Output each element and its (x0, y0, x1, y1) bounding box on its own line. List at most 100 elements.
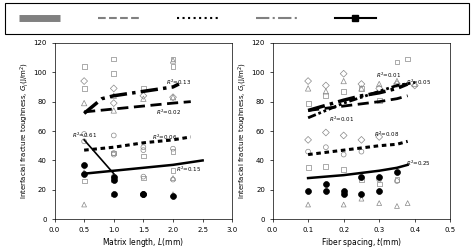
Point (411, 82, 419, 86)
Point (357, 82, 365, 86)
Point (393, 204, 401, 208)
Point (357, 138, 365, 142)
Point (375, 86, 383, 90)
Point (357, 178, 365, 182)
Point (110, 86, 118, 90)
Point (322, 83, 329, 87)
Point (139, 97, 147, 101)
Point (322, 182, 329, 186)
Point (110, 192, 118, 196)
Point (322, 145, 329, 149)
Text: $R^2$=0.15: $R^2$=0.15 (176, 165, 201, 174)
Point (340, 79, 347, 83)
Point (357, 175, 365, 179)
Point (357, 192, 365, 196)
Point (110, 151, 118, 155)
Point (139, 145, 147, 149)
Point (169, 95, 177, 99)
X-axis label: Fiber spacing, $t$(mm): Fiber spacing, $t$(mm) (321, 236, 402, 249)
Point (110, 57, 118, 61)
Point (169, 64, 177, 68)
Point (80, 163, 88, 167)
Point (375, 182, 383, 186)
Point (304, 79, 312, 83)
Point (404, 201, 411, 205)
Y-axis label: Interfacial fracture toughness, $G_i$(J/m$^2$): Interfacial fracture toughness, $G_i$(J/… (237, 62, 249, 200)
Point (110, 72, 118, 76)
Point (304, 150, 312, 154)
Point (404, 57, 411, 61)
Point (375, 189, 383, 193)
Point (110, 108, 118, 112)
Point (110, 151, 118, 155)
Point (110, 152, 118, 156)
Point (80, 86, 88, 90)
Point (340, 203, 347, 207)
Point (393, 170, 401, 174)
Point (304, 166, 312, 170)
Point (340, 89, 347, 93)
Point (340, 189, 347, 193)
Point (139, 176, 147, 180)
Point (375, 201, 383, 205)
Point (322, 189, 329, 193)
Point (375, 135, 383, 139)
Point (357, 150, 365, 154)
Point (110, 178, 118, 182)
Point (304, 138, 312, 142)
Point (110, 101, 118, 105)
Point (110, 178, 118, 182)
Text: $R^2$=0.25: $R^2$=0.25 (406, 159, 431, 168)
Point (80, 64, 88, 68)
Point (110, 175, 118, 179)
Point (139, 148, 147, 152)
Point (169, 95, 177, 99)
Point (169, 150, 177, 154)
Point (322, 164, 329, 168)
Point (139, 175, 147, 179)
Point (340, 134, 347, 138)
Point (169, 176, 177, 180)
Point (411, 83, 419, 87)
Point (80, 179, 88, 183)
Point (304, 189, 312, 193)
Point (80, 172, 88, 176)
Point (169, 147, 177, 151)
Point (80, 132, 88, 136)
Point (393, 179, 401, 183)
Point (393, 82, 401, 86)
Point (340, 152, 347, 156)
Point (110, 134, 118, 138)
Point (357, 86, 365, 90)
Point (393, 178, 401, 182)
Point (139, 94, 147, 98)
Point (169, 58, 177, 62)
Point (110, 192, 118, 196)
Point (80, 170, 88, 174)
Point (304, 203, 312, 207)
Point (169, 194, 177, 198)
Point (169, 192, 177, 196)
Point (139, 192, 147, 196)
Text: $R^2$=0.02: $R^2$=0.02 (156, 107, 182, 117)
Point (357, 197, 365, 201)
Point (169, 178, 177, 182)
Point (139, 192, 147, 196)
Point (139, 86, 147, 90)
Point (304, 101, 312, 105)
Point (322, 94, 329, 98)
Point (110, 175, 118, 179)
Point (357, 86, 365, 90)
Point (80, 139, 88, 143)
Text: $R^2$=0.01: $R^2$=0.01 (375, 71, 401, 80)
Point (322, 131, 329, 135)
Point (375, 98, 383, 102)
Point (375, 178, 383, 182)
Y-axis label: Interfacial fracture toughness, $G_i$(J/m$^2$): Interfacial fracture toughness, $G_i$(J/… (18, 62, 31, 200)
Point (139, 154, 147, 158)
Text: $R^2$=0.08: $R^2$=0.08 (374, 129, 399, 139)
Point (169, 169, 177, 173)
Text: $R^2$=0.61: $R^2$=0.61 (72, 131, 98, 140)
Text: $R^2$=0.05: $R^2$=0.05 (406, 78, 431, 87)
Point (340, 167, 347, 171)
